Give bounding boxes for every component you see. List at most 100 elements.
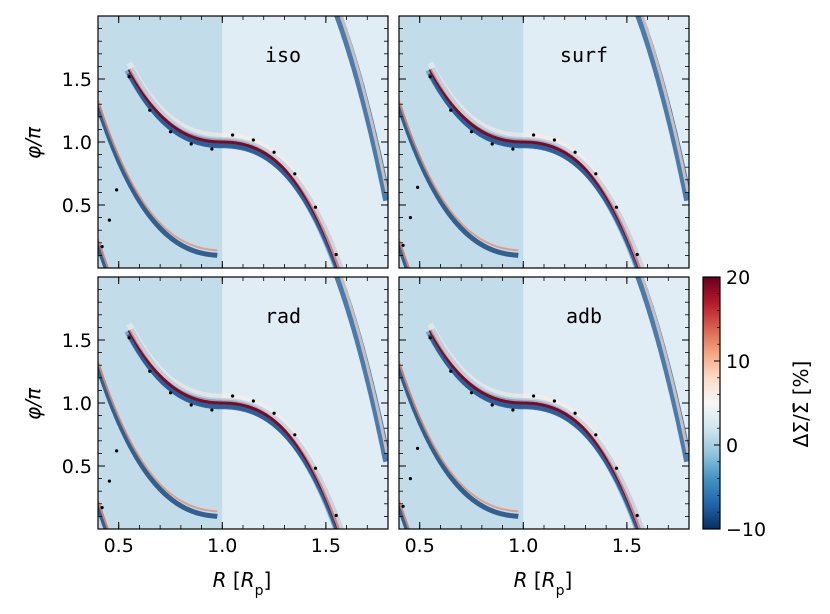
spiral-marker [251, 399, 255, 403]
panel-rad: 0.5 1.0 1.5 0.5 1.0 1.5 rad [62, 276, 389, 557]
colorbar-tick-label: 0 [726, 435, 738, 457]
inner-secondary-arm-2 [399, 504, 410, 529]
edge-marker [107, 218, 111, 222]
spiral-markers [401, 75, 639, 257]
edge-marker [107, 479, 111, 483]
panel-ticks [97, 16, 389, 268]
spiral-deficit-band [427, 332, 641, 529]
spiral-overdensity-main [428, 68, 642, 268]
y-tick-label: 1.0 [62, 132, 92, 154]
spiral-marker [189, 142, 193, 146]
outer-secondary-arm-red [339, 277, 388, 455]
y-tick-label: 1.5 [62, 330, 92, 352]
panel-label-rad: rad [265, 304, 301, 328]
colorbar-gradient [702, 276, 721, 530]
x-tick-label: 1.5 [311, 535, 341, 557]
x-tick-label: 0.5 [104, 535, 134, 557]
spiral-marker [614, 466, 619, 470]
outer-secondary-arm [334, 277, 388, 463]
spiral-marker [210, 408, 214, 412]
spiral-overdensity-main [127, 329, 341, 529]
spiral-marker [594, 433, 598, 437]
x-tick-label: 1.0 [508, 535, 538, 557]
ylabel-bottom: φ/π [21, 387, 45, 420]
spiral-marker [127, 75, 131, 79]
spiral-marker [635, 513, 639, 518]
y-tick-label: 1.0 [62, 393, 92, 415]
xlabel-right: R [Rp] [514, 568, 573, 599]
panel-ticks [398, 16, 690, 268]
panel-surf: surf [398, 15, 690, 269]
spiral-marker [313, 466, 318, 470]
inner-secondary-arm-1 [399, 104, 519, 258]
spiral-deficit-band [427, 71, 641, 268]
spiral-marker [272, 411, 276, 415]
spiral-marker [552, 399, 557, 403]
inner-secondary-arm-1 [98, 104, 218, 258]
edge-marker [115, 188, 119, 192]
spiral-marker [293, 433, 297, 437]
outer-secondary-arm-red [640, 16, 689, 194]
spiral-marker [168, 130, 173, 134]
spiral-marker [490, 403, 494, 407]
spiral-overdensity-halo [427, 61, 645, 268]
spiral-marker [490, 142, 494, 146]
spiral-marker [573, 411, 577, 415]
spiral-marker [168, 391, 173, 395]
spiral-deficit-band [126, 332, 340, 529]
spiral-marker [127, 336, 131, 340]
y-tick-label: 1.5 [62, 69, 92, 91]
spiral-overdensity-halo [427, 322, 645, 529]
spiral-marker [449, 108, 453, 112]
panel-label-surf: surf [560, 43, 608, 67]
spiral-markers [100, 75, 338, 257]
panel-field [399, 277, 689, 529]
spiral-marker [532, 394, 536, 398]
y-tick-label: 0.5 [62, 195, 92, 217]
edge-marker [408, 477, 412, 481]
inner-secondary-arm-2 [98, 243, 109, 268]
spiral-deficit-band [126, 71, 340, 268]
spiral-markers [401, 336, 639, 518]
spiral-marker [334, 252, 338, 257]
edge-marker [100, 506, 104, 510]
spiral-overdensity-halo [126, 322, 344, 529]
spiral-marker [231, 394, 235, 398]
spiral-marker [511, 147, 515, 151]
spiral-marker [469, 130, 474, 134]
inner-secondary-arm-red-1 [399, 361, 519, 513]
inner-secondary-arm-2 [399, 243, 410, 268]
spiral-marker [428, 336, 432, 340]
spiral-marker [552, 138, 557, 142]
spiral-marker [251, 138, 255, 142]
inner-secondary-arm-2 [98, 504, 109, 529]
spiral-marker [573, 150, 577, 154]
spiral-marker [148, 369, 152, 373]
panel-ticks [97, 277, 389, 529]
edge-marker [416, 446, 420, 450]
panel-adb: 0.5 1.0 1.5 adb [398, 276, 690, 557]
panel-field [98, 277, 388, 529]
spiral-marker [635, 252, 639, 257]
outer-secondary-arm-red [640, 277, 689, 455]
xlabel-left: R [Rp] [213, 568, 272, 599]
outer-secondary-arm [334, 16, 388, 202]
colorbar-tick-label: 20 [726, 267, 750, 289]
spiral-marker [594, 172, 598, 176]
colorbar-tick-label: 10 [726, 351, 750, 373]
edge-marker [100, 245, 104, 249]
spiral-marker [210, 147, 214, 151]
spiral-marker [511, 408, 515, 412]
panel-field [399, 16, 689, 268]
x-tick-label: 1.0 [207, 535, 237, 557]
spiral-markers [100, 336, 338, 518]
outer-secondary-arm [635, 16, 689, 202]
inner-secondary-arm-red-1 [98, 361, 218, 513]
edge-marker [401, 504, 405, 508]
y-tick-label: 0.5 [62, 456, 92, 478]
spiral-marker [469, 391, 474, 395]
spiral-marker [148, 108, 152, 112]
inner-secondary-arm-1 [399, 365, 519, 519]
